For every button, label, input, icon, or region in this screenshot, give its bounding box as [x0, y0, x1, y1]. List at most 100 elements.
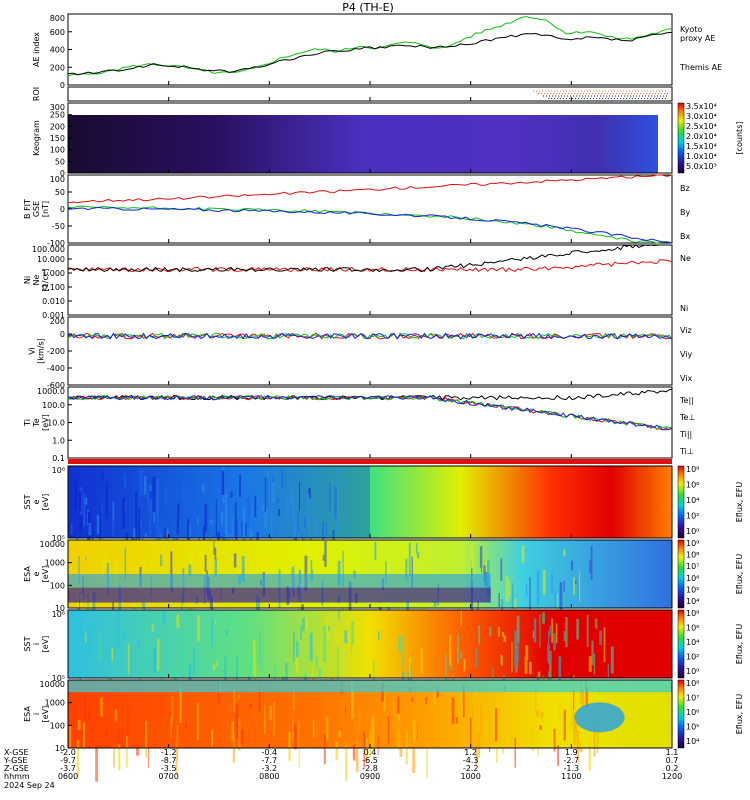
colorbar-tick-label: 10⁵ — [686, 585, 699, 594]
y-axis-label: SST e [eV] — [23, 494, 50, 511]
texture-streak — [353, 555, 357, 564]
texture-streak — [459, 685, 462, 706]
texture-streak — [232, 688, 236, 713]
texture-streak — [475, 692, 478, 699]
texture-streak — [500, 654, 503, 665]
texture-streak — [76, 740, 80, 777]
texture-streak — [603, 627, 606, 663]
texture-streak — [179, 686, 182, 724]
texture-streak — [351, 620, 355, 654]
y-tick-label: 1000 — [45, 699, 65, 708]
texture-streak — [542, 612, 545, 624]
y-gse-value: -7.7 — [262, 756, 278, 765]
colorbar-label-text: Eflux, EFU — [735, 554, 744, 595]
texture-streak — [378, 606, 382, 612]
texture-streak — [323, 625, 327, 663]
texture-streak — [411, 697, 414, 702]
legend-ni: Ni — [680, 304, 688, 313]
texture-streak — [405, 558, 408, 580]
texture-streak — [79, 509, 83, 531]
texture-streak — [153, 647, 156, 673]
texture-streak — [175, 742, 178, 776]
y-label-line: ESA — [23, 566, 32, 582]
y-gse-value: -9.7 — [60, 756, 76, 765]
y-tick-label: 10000 — [40, 680, 65, 689]
y-axis-label: Ti Te [eV] — [23, 414, 50, 431]
texture-streak — [396, 711, 398, 743]
texture-streak — [503, 635, 507, 642]
texture-streak — [213, 663, 216, 671]
y-tick-label: 800 — [50, 14, 65, 23]
sst_elec-spectrogram — [68, 466, 672, 538]
time-value: 1200 — [662, 772, 682, 781]
texture-streak — [451, 697, 455, 725]
texture-streak — [383, 686, 386, 710]
texture-streak — [100, 520, 102, 529]
texture-streak — [285, 663, 288, 683]
texture-streak — [85, 556, 87, 561]
texture-streak — [516, 615, 520, 643]
mid-energy-band — [68, 574, 491, 588]
texture-streak — [578, 740, 581, 748]
texture-streak — [364, 623, 368, 640]
y-tick-label: 0 — [60, 205, 65, 214]
y-gse-value: 0.7 — [666, 756, 679, 765]
texture-streak — [298, 736, 300, 768]
texture-streak — [326, 716, 329, 741]
texture-streak — [324, 540, 327, 567]
texture-streak — [294, 724, 297, 750]
panel-velocity: 200 0 -200 -400 -600 Vi [km/s] Viz Viy Vix — [28, 316, 693, 390]
texture-streak — [471, 559, 473, 585]
texture-streak — [593, 653, 596, 675]
colorbar-tick-label: 2.0x10⁴ — [686, 132, 717, 141]
texture-streak — [184, 660, 187, 677]
texture-streak — [135, 491, 138, 530]
texture-streak — [299, 482, 301, 511]
texture-streak — [99, 526, 103, 538]
y-tick-label: 0 — [60, 81, 65, 90]
texture-streak — [553, 728, 556, 752]
y-tick-label: 10.000 — [37, 255, 65, 264]
low-energy-band — [68, 587, 491, 603]
texture-streak — [297, 720, 300, 748]
texture-streak — [260, 657, 263, 673]
texture-streak — [297, 513, 299, 532]
y-label-line: [nT] — [41, 201, 50, 217]
texture-streak — [549, 651, 552, 686]
texture-streak — [309, 632, 313, 661]
texture-streak — [182, 481, 185, 507]
texture-streak — [596, 719, 599, 753]
x-gse-value: -0.4 — [262, 748, 278, 757]
y-tick-label: 100.0 — [42, 401, 65, 410]
texture-streak — [488, 746, 491, 753]
z-gse-value: -2.8 — [362, 764, 378, 773]
y-tick-label: -50 — [52, 222, 65, 231]
y-tick-label: -200 — [47, 347, 65, 356]
texture-streak — [302, 617, 305, 632]
panel-frame — [67, 244, 673, 316]
texture-streak — [579, 571, 581, 602]
texture-streak — [157, 638, 160, 671]
y-axis-label: B FIT GSE [nT] — [23, 199, 50, 219]
texture-streak — [588, 737, 591, 771]
texture-streak — [358, 706, 361, 732]
texture-streak — [366, 737, 369, 762]
texture-streak — [233, 553, 237, 568]
texture-streak — [211, 729, 213, 746]
texture-streak — [371, 716, 375, 750]
texture-streak — [308, 487, 311, 500]
colorbar-label-text: Eflux, EFU — [735, 482, 744, 523]
texture-streak — [411, 556, 413, 588]
z-gse-value: -3.7 — [60, 764, 76, 773]
texture-streak — [96, 515, 100, 535]
y-tick-label: 100.000 — [32, 245, 65, 254]
texture-streak — [556, 593, 559, 616]
y-tick-label: 10.0 — [47, 419, 65, 428]
colorbar-tick-label: 1.0x10⁴ — [686, 152, 717, 161]
texture-streak — [463, 658, 466, 672]
texture-streak — [197, 615, 200, 642]
texture-streak — [536, 570, 540, 605]
texture-streak — [278, 509, 281, 516]
y-label-line: e — [32, 571, 41, 576]
